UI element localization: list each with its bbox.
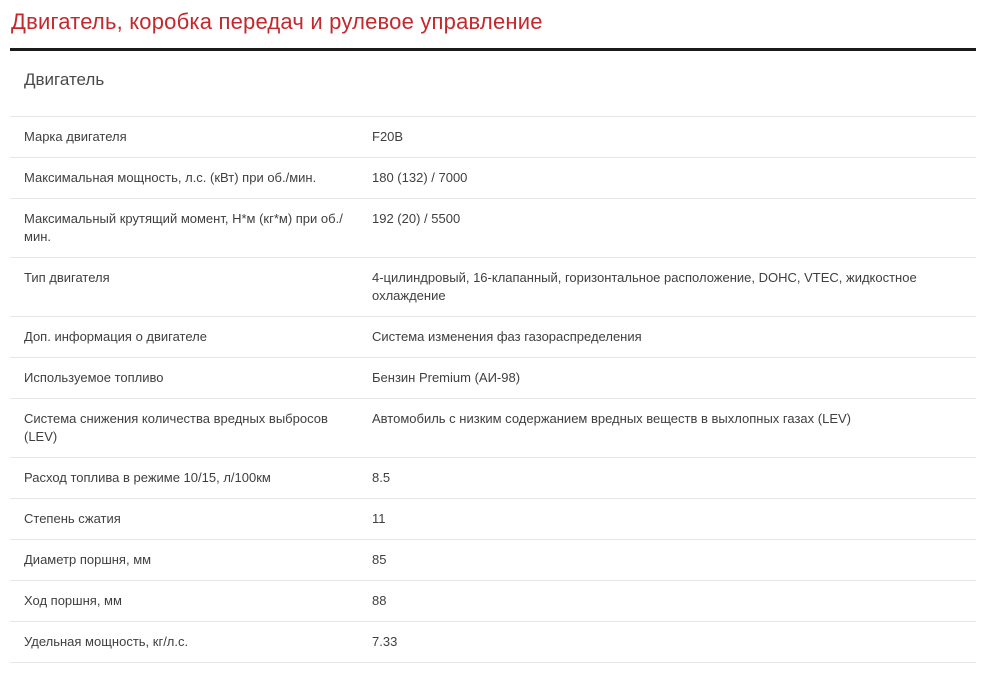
- table-row: Максимальный крутящий момент, Н*м (кг*м)…: [10, 198, 976, 258]
- table-row: Максимальная мощность, л.с. (кВт) при об…: [10, 157, 976, 199]
- spec-row-value: 8.5: [358, 457, 976, 499]
- table-row: Тип двигателя 4-цилиндровый, 16-клапанный…: [10, 257, 976, 317]
- title-divider: [10, 48, 976, 51]
- table-row: Удельная мощность, кг/л.с. 7.33: [10, 621, 976, 663]
- spec-row-label: Удельная мощность, кг/л.с.: [10, 621, 358, 663]
- spec-row-value: Бензин Premium (АИ-98): [358, 357, 976, 399]
- spec-row-label: Марка двигателя: [10, 116, 358, 158]
- spec-row-value: 88: [358, 580, 976, 622]
- spec-row-value: 192 (20) / 5500: [358, 198, 976, 258]
- spec-row-label: Степень сжатия: [10, 498, 358, 540]
- table-row: Марка двигателя F20B: [10, 116, 976, 158]
- spec-row-value: F20B: [358, 116, 976, 158]
- spec-row-label: Расход топлива в режиме 10/15, л/100км: [10, 457, 358, 499]
- spec-row-value: 4-цилиндровый, 16-клапанный, горизонталь…: [358, 257, 976, 317]
- table-row: Система снижения количества вредных выбр…: [10, 398, 976, 458]
- spec-row-label: Доп. информация о двигателе: [10, 316, 358, 358]
- table-row: Расход топлива в режиме 10/15, л/100км 8.…: [10, 457, 976, 499]
- spec-row-label: Используемое топливо: [10, 357, 358, 399]
- spec-row-label: Диаметр поршня, мм: [10, 539, 358, 581]
- table-row: Используемое топливо Бензин Premium (АИ-9…: [10, 357, 976, 399]
- spec-row-value: 85: [358, 539, 976, 581]
- spec-row-label: Максимальный крутящий момент, Н*м (кг*м)…: [10, 198, 358, 258]
- table-row: Диаметр поршня, мм 85: [10, 539, 976, 581]
- engine-spec-table: Марка двигателя F20B Максимальная мощность…: [10, 116, 976, 663]
- spec-row-value: Автомобиль с низким содержанием вредных …: [358, 398, 976, 458]
- table-row: Доп. информация о двигателе Система измен…: [10, 316, 976, 358]
- section-heading-engine: Двигатель: [24, 70, 105, 89]
- page-title: Двигатель, коробка передач и рулевое упр…: [11, 9, 543, 34]
- table-row: Ход поршня, мм 88: [10, 580, 976, 622]
- table-row: Степень сжатия 11: [10, 498, 976, 540]
- spec-row-value: 11: [358, 498, 976, 540]
- spec-row-label: Ход поршня, мм: [10, 580, 358, 622]
- spec-row-label: Система снижения количества вредных выбр…: [10, 398, 358, 458]
- spec-row-value: Система изменения фаз газораспределения: [358, 316, 976, 358]
- spec-page: Двигатель, коробка передач и рулевое упр…: [10, 0, 976, 663]
- spec-table-body: Марка двигателя F20B Максимальная мощность…: [10, 116, 976, 663]
- spec-row-label: Тип двигателя: [10, 257, 358, 317]
- spec-row-value: 180 (132) / 7000: [358, 157, 976, 199]
- spec-row-label: Максимальная мощность, л.с. (кВт) при об…: [10, 157, 358, 199]
- spec-row-value: 7.33: [358, 621, 976, 663]
